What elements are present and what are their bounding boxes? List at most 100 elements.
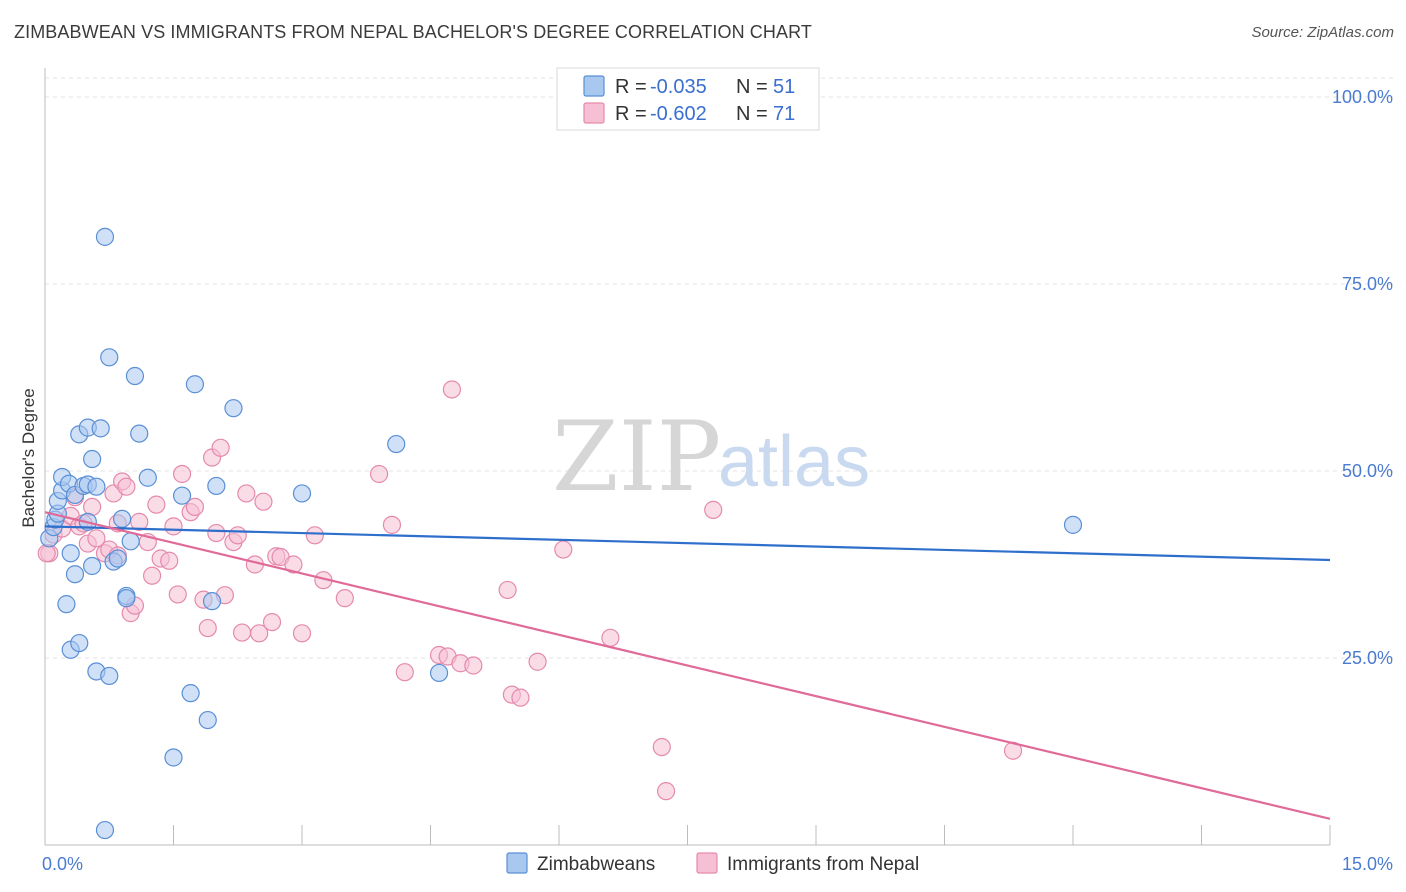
zimbabwean-point (61, 544, 80, 563)
zimbabwean-point (387, 434, 406, 454)
y-tick-label: 50.0% (1342, 461, 1393, 481)
stats-legend: R = -0.035 N = 51 R = -0.602 N = 71 (556, 67, 820, 131)
zimbabwean-point (198, 710, 217, 730)
nepal-point (511, 688, 530, 707)
nepal-point (554, 540, 573, 559)
x-tick-label: 0.0% (42, 854, 83, 874)
legend-n-value-zimbabweans: 51 (773, 76, 795, 98)
zimbabwean-point (164, 748, 183, 767)
zimbabwean-point (65, 565, 85, 584)
nepal-point (164, 517, 183, 536)
nepal-point (37, 544, 56, 563)
zimbabwean-point (429, 663, 449, 683)
watermark-zip: ZIP (552, 401, 721, 513)
nepal-point (652, 737, 671, 757)
nepal-point (228, 526, 247, 545)
zimbabwean-point (83, 449, 102, 469)
nepal-point (284, 555, 303, 574)
series-legend: Zimbabweans Immigrants from Nepal (506, 852, 919, 875)
nepal-point (395, 663, 414, 682)
legend-r-value-nepal: -0.602 (650, 103, 707, 125)
zimbabwean-point (100, 666, 119, 686)
zimbabwean-point (1063, 515, 1083, 534)
chart-title: ZIMBABWEAN VS IMMIGRANTS FROM NEPAL BACH… (14, 22, 812, 42)
watermark: ZIP atlas (552, 401, 870, 513)
grid-lines (45, 77, 1393, 659)
nepal-point (117, 477, 136, 496)
nepal-point (172, 464, 192, 484)
zimbabwean-point (57, 595, 76, 614)
x-tick-label: 15.0% (1342, 854, 1393, 874)
nepal-point (160, 551, 179, 570)
nepal-point (254, 492, 273, 511)
zimbabwean-point (172, 486, 192, 505)
legend-swatch-nepal (583, 102, 605, 124)
nepal-point (211, 438, 230, 457)
nepal-point (130, 512, 149, 531)
trend-lines (44, 511, 1331, 820)
legend-n-value-nepal: 71 (773, 103, 795, 125)
legend-r-label-nepal: R = (615, 103, 647, 125)
nepal-point (147, 495, 166, 514)
zimbabwean-point (108, 549, 127, 568)
nepal-point (704, 500, 723, 519)
series-legend-swatch-nepal (696, 852, 718, 874)
zimbabwean-point (130, 424, 149, 443)
nepal-point (335, 589, 354, 608)
nepal-point (292, 624, 312, 643)
nepal-point (601, 628, 620, 647)
zimbabwean-point (224, 399, 243, 418)
y-tick-label: 75.0% (1342, 274, 1393, 294)
nepal-point (262, 612, 282, 632)
nepal-point (370, 464, 389, 484)
nepal-point (250, 624, 269, 643)
series-zimbabwean-points (40, 227, 1083, 840)
nepal-point (198, 618, 217, 638)
nepal-point (464, 656, 483, 675)
nepal-trend-line (44, 511, 1331, 820)
nepal-point (142, 566, 162, 585)
nepal-point (498, 580, 517, 600)
zimbabwean-point (185, 375, 205, 394)
legend-r-value-zimbabweans: -0.035 (650, 76, 707, 98)
y-axis-label: Bachelor's Degree (19, 388, 38, 527)
zimbabwean-point (292, 484, 312, 503)
nepal-point (237, 484, 256, 503)
zimbabwean-point (125, 366, 145, 386)
zimbabwean-point (207, 476, 226, 496)
zimbabwean-point (100, 348, 119, 367)
nepal-point (83, 497, 102, 517)
zimbabwean-point (70, 633, 89, 653)
zimbabwean-point (117, 589, 136, 608)
series-legend-label-zimbabweans: Zimbabweans (537, 854, 655, 875)
axes (44, 68, 1331, 846)
zimbabwean-point (121, 532, 140, 551)
nepal-point (87, 529, 106, 548)
nepal-point (528, 652, 547, 671)
zimbabwean-point (112, 509, 132, 528)
series-legend-swatch-zimbabweans (506, 852, 528, 874)
zimbabwean-point (95, 820, 115, 840)
nepal-point (442, 380, 462, 399)
zimbabwean-trend-line (44, 525, 1331, 562)
nepal-point (232, 623, 252, 642)
legend-r-label-zimbabweans: R = (615, 76, 647, 98)
legend-n-label-zimbabweans: N = (736, 76, 768, 98)
zimbabwean-point (83, 556, 102, 576)
nepal-point (382, 515, 402, 534)
nepal-point (185, 497, 205, 517)
tick-labels: 25.0% 50.0% 75.0% 100.0% 0.0% 15.0% (42, 87, 1393, 874)
nepal-point (207, 523, 226, 543)
nepal-point (656, 782, 676, 801)
zimbabwean-point (181, 684, 200, 703)
zimbabwean-point (87, 477, 106, 496)
nepal-point (168, 585, 187, 604)
legend-n-label-nepal: N = (736, 103, 768, 125)
y-tick-label: 100.0% (1332, 87, 1393, 107)
source-credit: Source: ZipAtlas.com (1251, 24, 1394, 41)
legend-swatch-zimbabweans (583, 75, 605, 97)
zimbabwean-point (202, 592, 222, 611)
zimbabwean-point (95, 227, 115, 246)
zimbabwean-point (138, 468, 157, 487)
